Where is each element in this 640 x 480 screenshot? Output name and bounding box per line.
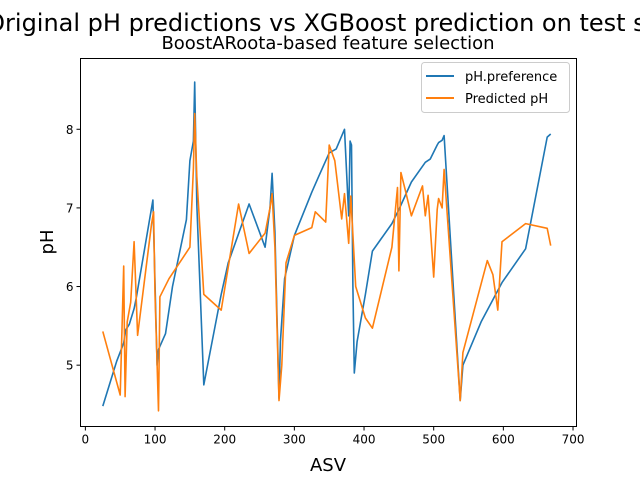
series-line-ph-preference [102, 81, 552, 407]
x-axis-label: ASV [310, 455, 347, 476]
y-tick-label: 5 [66, 359, 74, 373]
axes-frame [80, 58, 577, 427]
x-tick-label: 500 [422, 433, 445, 447]
chart-subtitle: BoostARoota-based feature selection [161, 33, 494, 54]
y-tick-label: 7 [66, 201, 74, 215]
y-tick-label: 8 [66, 123, 74, 137]
series-line-predicted-ph [102, 112, 552, 412]
legend-box [421, 62, 570, 113]
legend-label-ph-preference: pH.preference [465, 70, 557, 85]
legend-label-predicted-ph: Predicted pH [465, 92, 548, 107]
x-tick-label: 300 [283, 433, 306, 447]
x-tick-label: 0 [82, 433, 90, 447]
x-tick-label: 600 [492, 433, 515, 447]
legend: pH.preference Predicted pH [421, 62, 570, 113]
y-tick-label: 6 [66, 280, 74, 294]
chart-title: Original pH predictions vs XGBoost predi… [0, 9, 640, 37]
y-axis-label: pH [37, 230, 58, 255]
x-tick-label: 700 [562, 433, 585, 447]
plot-area: 0 100 200 300 400 500 600 700 5 6 7 8 [66, 58, 585, 447]
x-tick-label: 200 [213, 433, 236, 447]
x-tick-label: 400 [353, 433, 376, 447]
x-tick-label: 100 [144, 433, 167, 447]
